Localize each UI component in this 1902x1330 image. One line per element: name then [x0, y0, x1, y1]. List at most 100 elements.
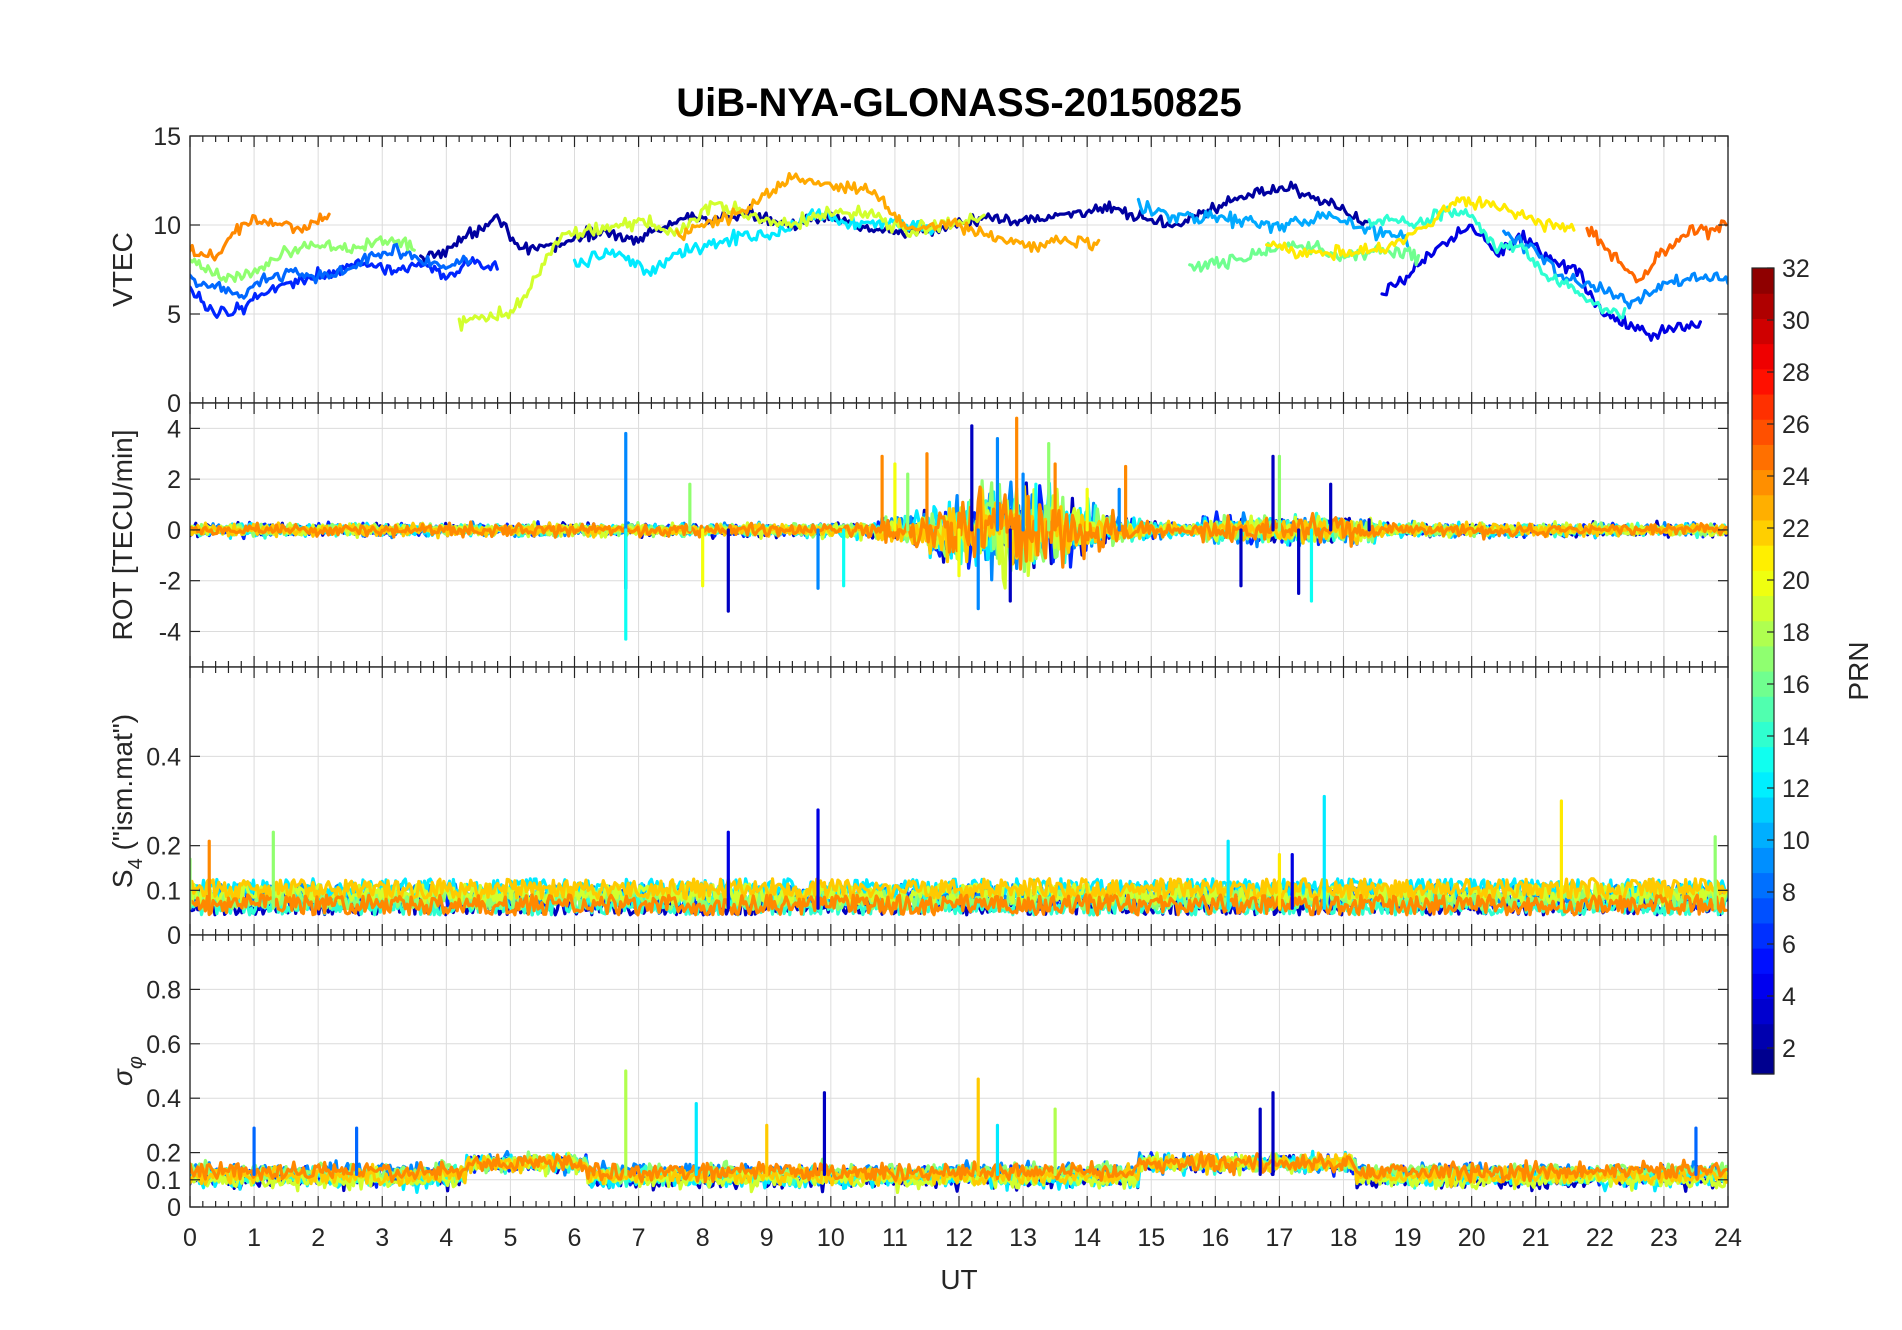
- panel-rot-ylabel: ROT [TECU/min]: [107, 429, 138, 640]
- colorbar-tick-label: 18: [1782, 619, 1810, 647]
- colorbar-tick-label: 4: [1782, 983, 1796, 1011]
- sigma-trace-prn-24: [190, 1150, 1728, 1184]
- vtec-series-prn-12: [572, 207, 935, 277]
- chart-title: UiB-NYA-GLONASS-20150825: [676, 81, 1241, 125]
- colorbar-segment: [1752, 645, 1774, 672]
- colorbar-tick-label: 20: [1782, 567, 1810, 595]
- y-tick-label: 0: [167, 922, 181, 950]
- panel-s4: 00.10.20.4S4 ("ism.mat"): [107, 666, 1729, 950]
- colorbar-tick-label: 14: [1782, 723, 1810, 751]
- y-tick-label: 0: [167, 390, 181, 418]
- y-tick-label: 0.4: [146, 1085, 181, 1113]
- y-tick-label: 10: [153, 212, 181, 240]
- panel-sigma-ylabel: σφ: [107, 1056, 147, 1086]
- y-tick-label: 0.8: [146, 976, 181, 1004]
- colorbar-segment: [1752, 1023, 1774, 1050]
- x-tick-label: 24: [1714, 1224, 1742, 1252]
- x-tick-label: 20: [1458, 1224, 1486, 1252]
- y-tick-label: 0: [167, 1194, 181, 1222]
- x-tick-label: 12: [945, 1224, 973, 1252]
- colorbar-segment: [1752, 746, 1774, 773]
- colorbar-segment: [1752, 393, 1774, 420]
- y-tick-label: 0: [167, 517, 181, 545]
- x-axis-label: UT: [940, 1264, 977, 1295]
- vtec-series-prn-14: [1367, 205, 1627, 320]
- colorbar-segment: [1752, 268, 1774, 294]
- colorbar-tick-label: 30: [1782, 307, 1810, 335]
- vtec-series-prn-23: [675, 172, 1101, 253]
- x-tick-label: 4: [439, 1224, 453, 1252]
- x-tick-label: 13: [1009, 1224, 1037, 1252]
- s4-trace-prn-24: [190, 893, 1728, 917]
- vtec-series-prn-8: [190, 242, 472, 300]
- panel-vtec-traces: [190, 172, 1728, 342]
- x-tick-label: 16: [1201, 1224, 1229, 1252]
- y-tick-label: 0.2: [146, 833, 181, 861]
- x-tick-label: 5: [503, 1224, 517, 1252]
- colorbar-tick-label: 26: [1782, 411, 1810, 439]
- colorbar-tick-label: 10: [1782, 827, 1810, 855]
- y-tick-label: -2: [159, 568, 181, 596]
- vtec-series-prn-6: [190, 256, 499, 319]
- x-tick-label: 10: [817, 1224, 845, 1252]
- y-tick-label: -4: [159, 618, 181, 646]
- colorbar-segment: [1752, 771, 1774, 798]
- panel-vtec: 0 5 10 15 VTEC: [107, 123, 1729, 418]
- colorbar-segment: [1752, 897, 1774, 924]
- panel-s4-ylabel: S4 ("ism.mat"): [107, 714, 147, 888]
- x-tick-label: 7: [632, 1224, 646, 1252]
- colorbar-segment: [1752, 998, 1774, 1025]
- panel-vtec-ylabel: VTEC: [107, 232, 138, 307]
- y-tick-label: 0.1: [146, 877, 181, 905]
- vtec-series-prn-10: [1136, 197, 1410, 248]
- colorbar-tick-label: 28: [1782, 359, 1810, 387]
- vtec-series-prn-24: [190, 212, 331, 262]
- colorbar-segment: [1752, 822, 1774, 848]
- y-tick-label: 0.1: [146, 1167, 181, 1195]
- s4-source: ("ism.mat"): [107, 714, 138, 858]
- colorbar-segment: [1752, 872, 1774, 899]
- colorbar-segment: [1752, 343, 1774, 370]
- colorbar-segment: [1752, 419, 1774, 445]
- colorbar-segment: [1752, 973, 1774, 1000]
- colorbar-segment: [1752, 721, 1774, 748]
- vtec-series-prn-21: [1265, 195, 1576, 261]
- vtec-series-prn-25: [1585, 219, 1728, 284]
- x-tick-label: 15: [1137, 1224, 1165, 1252]
- colorbar-segment: [1752, 620, 1774, 647]
- colorbar-segment: [1752, 922, 1774, 949]
- x-tick-label: 2: [311, 1224, 325, 1252]
- colorbar-segment: [1752, 469, 1774, 496]
- x-tick-label: 23: [1650, 1224, 1678, 1252]
- colorbar-segment: [1752, 368, 1774, 395]
- colorbar-segment: [1752, 494, 1774, 521]
- y-tick-label: 15: [153, 123, 181, 151]
- colorbar-tick-label: 24: [1782, 463, 1810, 491]
- x-tick-label: 8: [696, 1224, 710, 1252]
- x-tick-label: 18: [1330, 1224, 1358, 1252]
- x-tick-label: 9: [760, 1224, 774, 1252]
- colorbar-segment: [1752, 595, 1774, 622]
- colorbar-tick-label: 32: [1782, 255, 1810, 283]
- colorbar-segment: [1752, 545, 1774, 571]
- x-tick-label: 22: [1586, 1224, 1614, 1252]
- colorbar-frame: [1751, 267, 1775, 1075]
- colorbar-tick-label: 2: [1782, 1035, 1796, 1063]
- colorbar-segment: [1752, 696, 1774, 722]
- colorbar-segment: [1752, 570, 1774, 597]
- colorbar-segment: [1752, 671, 1774, 697]
- colorbar-segment: [1752, 519, 1774, 546]
- colorbar-segment: [1752, 948, 1774, 974]
- colorbar-tick-label: 22: [1782, 515, 1810, 543]
- colorbar-label: PRN: [1843, 641, 1874, 700]
- vtec-series-prn-17: [190, 235, 416, 283]
- vtec-series-prn-9: [1502, 229, 1728, 310]
- x-tick-label: 3: [375, 1224, 389, 1252]
- colorbar-segment: [1752, 318, 1774, 345]
- colorbar-segment: [1752, 444, 1774, 471]
- x-tick-label: 19: [1394, 1224, 1422, 1252]
- x-tick-label: 21: [1522, 1224, 1550, 1252]
